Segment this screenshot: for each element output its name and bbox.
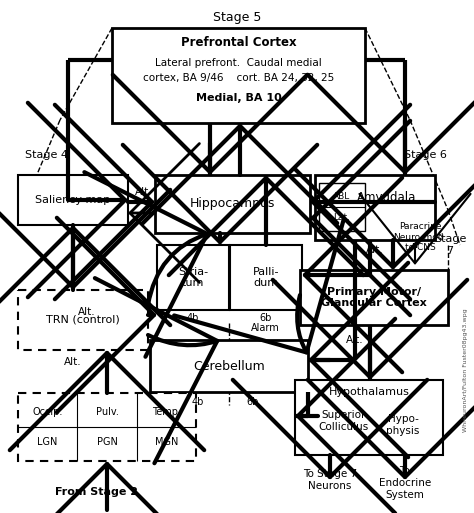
- Text: Palli-
dum: Palli- dum: [253, 267, 279, 288]
- Bar: [18, 175, 128, 225]
- Text: Lateral prefront.  Caudal medial: Lateral prefront. Caudal medial: [155, 58, 322, 68]
- Text: To
Endocrine
System: To Endocrine System: [379, 466, 431, 500]
- Text: Superior
Colliculus: Superior Colliculus: [319, 410, 369, 432]
- Bar: [18, 393, 196, 461]
- Bar: [230, 245, 302, 310]
- Text: Alt.: Alt.: [78, 307, 96, 317]
- Text: Hippocampus: Hippocampus: [190, 198, 275, 210]
- Text: WhneuronArt/Fulton Fuster08pg43.wpg: WhneuronArt/Fulton Fuster08pg43.wpg: [463, 308, 468, 432]
- Text: Cerebellum: Cerebellum: [193, 360, 265, 372]
- Text: Amygdala: Amygdala: [357, 191, 417, 204]
- Text: 4b: 4b: [191, 397, 204, 407]
- Text: cortex, BA 9/46    cort. BA 24, 32, 25: cortex, BA 9/46 cort. BA 24, 32, 25: [143, 73, 334, 83]
- Text: 6b: 6b: [260, 313, 272, 323]
- Text: Stage
7: Stage 7: [434, 234, 466, 256]
- Text: 6b: 6b: [246, 397, 259, 407]
- Text: Alt.: Alt.: [64, 357, 82, 367]
- Bar: [112, 28, 365, 123]
- Text: Saliency map: Saliency map: [36, 195, 110, 205]
- Text: Lat.: Lat.: [334, 213, 350, 222]
- Text: Medial, BA 10: Medial, BA 10: [196, 93, 282, 103]
- Text: Alt.: Alt.: [346, 335, 364, 345]
- Text: Stage 6: Stage 6: [403, 150, 447, 160]
- Text: Alt: Alt: [135, 187, 149, 197]
- Text: MGN: MGN: [155, 437, 178, 447]
- Bar: [150, 340, 308, 392]
- Text: To Stage 7
Neurons: To Stage 7 Neurons: [303, 469, 357, 491]
- Text: Hypo-
physis: Hypo- physis: [386, 414, 420, 436]
- Text: 4b: 4b: [187, 313, 199, 323]
- Text: Occip.: Occip.: [33, 407, 63, 417]
- Text: Alarm: Alarm: [251, 323, 280, 333]
- Bar: [157, 245, 229, 310]
- Text: Alt.: Alt.: [366, 245, 384, 255]
- Text: LGN: LGN: [37, 437, 58, 447]
- Bar: [155, 175, 310, 233]
- Bar: [295, 380, 443, 455]
- Text: Pulv.: Pulv.: [96, 407, 118, 417]
- Text: ABL: ABL: [333, 192, 351, 201]
- Bar: [319, 183, 365, 231]
- Text: Stria-
tum: Stria- tum: [178, 267, 208, 288]
- Text: Stage 5: Stage 5: [213, 11, 261, 25]
- Text: From Stage 2: From Stage 2: [55, 487, 138, 497]
- Text: Stage 4: Stage 4: [26, 150, 69, 160]
- Text: Primary Motor/
Glandular Cortex: Primary Motor/ Glandular Cortex: [321, 287, 427, 308]
- Text: PGN: PGN: [97, 437, 118, 447]
- Text: TRN (control): TRN (control): [46, 315, 120, 325]
- Text: Prefrontal Cortex: Prefrontal Cortex: [181, 35, 296, 49]
- Text: Paracrine
Neuro-mod.
to CNS: Paracrine Neuro-mod. to CNS: [393, 222, 447, 252]
- Text: Hypothalamus: Hypothalamus: [328, 387, 410, 397]
- Bar: [18, 290, 148, 350]
- Bar: [300, 270, 448, 325]
- Text: Temp.: Temp.: [152, 407, 181, 417]
- Bar: [315, 175, 435, 240]
